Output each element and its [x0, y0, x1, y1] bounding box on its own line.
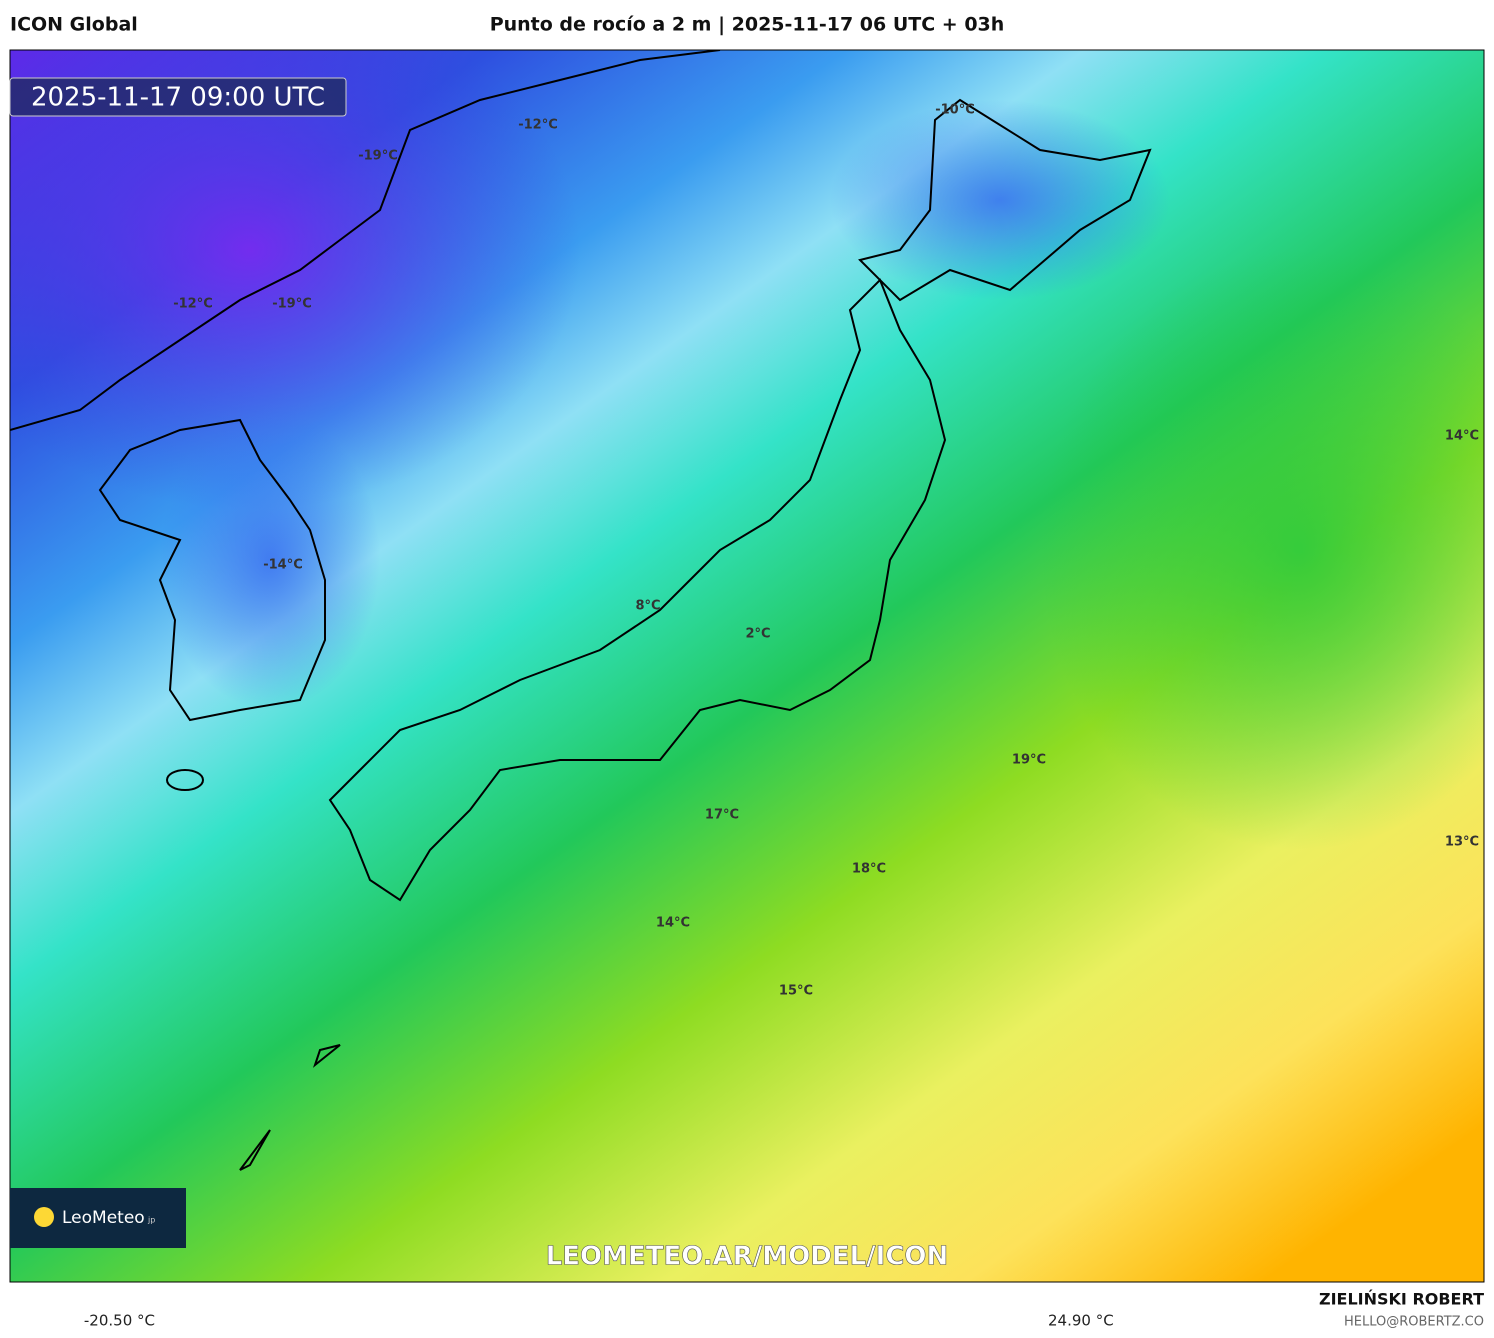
colorbar-max: 24.90 °C — [1048, 1312, 1114, 1330]
logo-sun — [34, 1207, 54, 1227]
temperature-label: -10°C — [935, 103, 975, 118]
temperature-label: -12°C — [518, 118, 558, 133]
coastlines — [10, 50, 1152, 1171]
temperature-label: -19°C — [358, 149, 398, 164]
green-area — [1040, 250, 1484, 850]
temperature-label: 13°C — [1445, 835, 1479, 850]
timestamp: 2025-11-17 09:00 UTC — [31, 83, 325, 113]
temperature-label: 18°C — [852, 862, 886, 877]
timestamp-box — [9, 77, 347, 117]
temperature-label: 14°C — [656, 916, 690, 931]
temperature-label: -12°C — [173, 297, 213, 312]
logo-suffix: jp — [147, 1216, 155, 1225]
cold-area — [10, 50, 580, 510]
temperature-label: 2°C — [745, 627, 770, 642]
temperature-labels: -12°C -19°C -10°C -12°C -19°C 14°C -14°C 8°C 2°C… — [173, 103, 1479, 999]
temperature-label: 19°C — [1012, 753, 1046, 768]
temperature-label: 8°C — [635, 599, 660, 614]
logo: LeoMeteo — [62, 1208, 145, 1228]
temperature-label: -19°C — [272, 297, 312, 312]
map-frame — [9, 49, 1485, 1283]
watermark: LEOMETEO.AR/MODEL/ICON — [546, 1242, 949, 1272]
email: HELLO@ROBERTZ.CO — [1344, 1315, 1484, 1330]
temperature-label: 17°C — [705, 808, 739, 823]
temperature-label: -14°C — [263, 558, 303, 573]
temperature-label: 15°C — [779, 984, 813, 999]
author: ZIELIŃSKI ROBERT — [1319, 1290, 1484, 1309]
model-name: ICON Global — [10, 14, 138, 36]
map — [10, 50, 1484, 1282]
colorbar-min: -20.50 °C — [84, 1312, 155, 1330]
temperature-label: 14°C — [1445, 429, 1479, 444]
map-title: Punto de rocío a 2 m | 2025-11-17 06 UTC… — [490, 14, 1005, 36]
cold-area — [830, 100, 1170, 300]
